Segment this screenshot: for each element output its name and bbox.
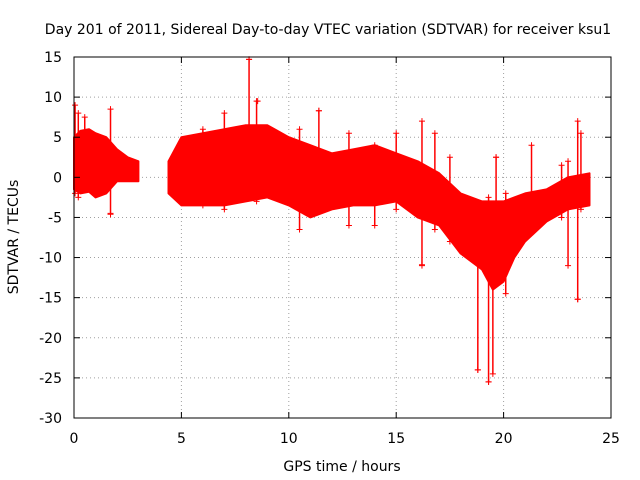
data-point-marker bbox=[574, 296, 581, 303]
data-point-marker bbox=[558, 214, 565, 221]
data-point-marker bbox=[577, 206, 584, 213]
data-point-marker bbox=[502, 290, 509, 297]
data-point-marker bbox=[446, 238, 453, 245]
y-tick-label: -25 bbox=[39, 371, 62, 387]
data-point-marker bbox=[528, 206, 535, 213]
data-point-marker bbox=[565, 158, 572, 165]
y-tick-label: -5 bbox=[48, 210, 62, 226]
y-tick-label: -30 bbox=[39, 411, 62, 427]
data-point-marker bbox=[528, 142, 535, 149]
data-point-marker bbox=[393, 130, 400, 137]
data-point-marker bbox=[485, 194, 492, 201]
data-point-marker bbox=[315, 107, 322, 114]
x-tick-label: 5 bbox=[177, 431, 186, 447]
data-point-marker bbox=[493, 154, 500, 161]
chart-title: Day 201 of 2011, Sidereal Day-to-day VTE… bbox=[45, 22, 611, 38]
data-point-marker bbox=[577, 130, 584, 137]
y-tick-label: -20 bbox=[39, 331, 62, 347]
data-point-marker bbox=[199, 126, 206, 133]
x-tick-label: 0 bbox=[70, 431, 79, 447]
data-point-marker bbox=[75, 194, 82, 201]
data-point-marker bbox=[502, 190, 509, 197]
data-point-marker bbox=[474, 366, 481, 373]
data-point-marker bbox=[418, 261, 425, 268]
plot-frame bbox=[73, 56, 612, 419]
y-tick-label: -15 bbox=[39, 291, 62, 307]
data-series bbox=[72, 56, 591, 385]
data-point-marker bbox=[345, 222, 352, 229]
data-point-marker bbox=[345, 130, 352, 137]
data-point-marker bbox=[574, 118, 581, 125]
data-point-marker bbox=[558, 162, 565, 169]
x-tick-label: 15 bbox=[387, 431, 405, 447]
y-tick-label: 15 bbox=[44, 50, 62, 66]
data-point-marker bbox=[221, 110, 228, 117]
data-point-marker bbox=[489, 214, 496, 221]
data-point-marker bbox=[315, 146, 322, 153]
data-point-marker bbox=[253, 198, 260, 205]
y-tick-label: 5 bbox=[53, 130, 62, 146]
data-envelope-band bbox=[73, 128, 140, 199]
data-point-marker bbox=[81, 182, 88, 189]
data-point-marker bbox=[75, 110, 82, 117]
data-point-marker bbox=[489, 370, 496, 377]
x-tick-label: 25 bbox=[602, 431, 620, 447]
data-point-marker bbox=[72, 102, 79, 109]
data-point-marker bbox=[296, 126, 303, 133]
axis-ticks: 0 5 10 15 20 25 15 10 5 0 -5 -10 -15 -20 -25 -30 bbox=[39, 50, 620, 447]
x-tick-label: 20 bbox=[495, 431, 513, 447]
data-point-marker bbox=[371, 222, 378, 229]
data-point-marker bbox=[107, 106, 114, 113]
y-tick-label: 10 bbox=[44, 90, 62, 106]
y-tick-label: 0 bbox=[53, 170, 62, 186]
data-point-marker bbox=[474, 206, 481, 213]
data-point-marker bbox=[393, 206, 400, 213]
data-envelope-band bbox=[167, 124, 591, 291]
data-point-marker bbox=[371, 142, 378, 149]
data-point-marker bbox=[72, 190, 79, 197]
data-point-marker bbox=[107, 211, 114, 218]
data-point-marker bbox=[199, 202, 206, 209]
x-tick-label: 10 bbox=[280, 431, 298, 447]
y-axis-label: SDTVAR / TECUs bbox=[6, 180, 22, 295]
data-point-marker bbox=[296, 226, 303, 233]
data-point-marker bbox=[254, 98, 261, 105]
data-point-marker bbox=[246, 126, 253, 133]
data-point-marker bbox=[431, 226, 438, 233]
data-point-marker bbox=[493, 270, 500, 277]
data-point-marker bbox=[81, 114, 88, 121]
data-point-marker bbox=[418, 118, 425, 125]
data-point-marker bbox=[565, 262, 572, 269]
x-axis-label: GPS time / hours bbox=[283, 459, 400, 475]
data-point-marker bbox=[446, 154, 453, 161]
data-point-marker bbox=[485, 378, 492, 385]
data-point-marker bbox=[431, 130, 438, 137]
data-point-marker bbox=[221, 206, 228, 213]
y-tick-label: -10 bbox=[39, 251, 62, 267]
